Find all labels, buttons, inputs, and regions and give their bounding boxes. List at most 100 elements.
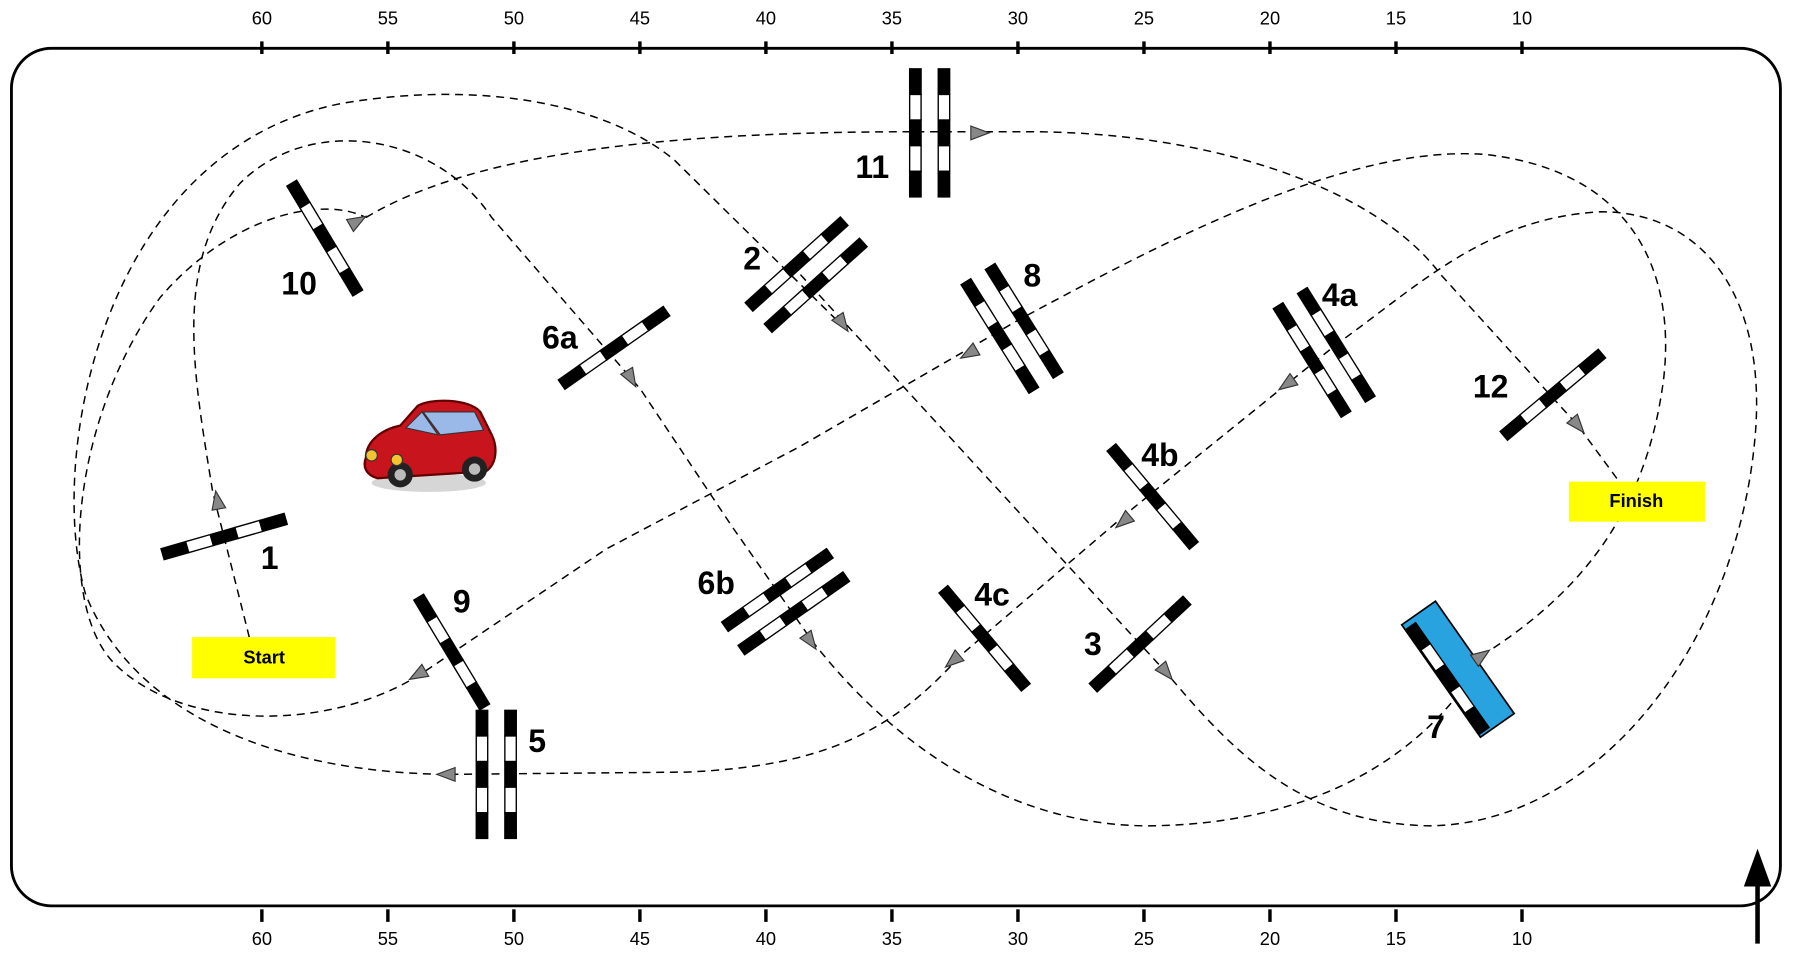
direction-arrow [345, 215, 368, 233]
gate-segment [804, 547, 835, 574]
gate-label: 7 [1427, 709, 1445, 745]
start-label: Start [243, 647, 285, 668]
gate-label: 2 [743, 240, 761, 276]
gate [1088, 595, 1192, 693]
gate [1106, 442, 1200, 551]
gate-segment [475, 709, 489, 737]
gate [160, 512, 289, 561]
gate-segment [908, 68, 922, 96]
direction-arrow [944, 649, 965, 669]
ruler-label: 55 [378, 8, 398, 29]
gate-segment [504, 786, 517, 814]
gate-segment [475, 735, 489, 763]
gate-segment [937, 93, 951, 121]
ruler-label: 50 [504, 8, 524, 29]
gate-label: 6a [542, 319, 578, 355]
gate-segment [937, 68, 951, 96]
gate-segment [1171, 521, 1200, 551]
ruler-label: 45 [630, 8, 650, 29]
gate-segment [1163, 595, 1192, 623]
gate [960, 262, 1064, 395]
car-icon [363, 399, 497, 492]
ruler-label: 10 [1512, 8, 1532, 29]
finish-box [1568, 481, 1705, 522]
gate-label: 12 [1473, 368, 1509, 404]
gate-segment [504, 735, 517, 763]
ruler-label: 40 [756, 8, 776, 29]
gate-segment [258, 512, 289, 533]
gate [744, 215, 869, 334]
gate [1499, 348, 1607, 442]
ruler-label: 20 [1260, 928, 1280, 949]
ruler-label: 30 [1008, 8, 1028, 29]
direction-arrow [970, 125, 991, 141]
ruler-label: 25 [1134, 928, 1154, 949]
gate-segment [504, 812, 517, 840]
gate-segment [1326, 388, 1352, 419]
gate-segment [338, 267, 364, 297]
direction-arrow [798, 629, 817, 651]
ruler-label: 25 [1134, 8, 1154, 29]
gate-segment [475, 786, 489, 814]
gate-segment [937, 170, 951, 198]
direction-arrow [959, 342, 981, 359]
gate-label: 4b [1141, 437, 1178, 473]
gate [475, 709, 517, 840]
ruler-label: 20 [1260, 8, 1280, 29]
ruler-label: 15 [1386, 8, 1406, 29]
ruler-label: 10 [1512, 928, 1532, 949]
ruler-label: 40 [756, 928, 776, 949]
gate-segment [1038, 349, 1064, 380]
gate [1405, 621, 1491, 736]
direction-arrow [435, 766, 456, 783]
gate-segment [475, 812, 489, 840]
gate-segment [839, 237, 869, 265]
ruler-label: 15 [1386, 928, 1406, 949]
gate [285, 179, 364, 297]
gate-label: 10 [281, 266, 317, 302]
direction-arrow [619, 366, 637, 389]
gate-segment [937, 145, 951, 172]
gate-segment [908, 119, 922, 147]
direction-arrow [211, 489, 227, 511]
gate-segment [1003, 663, 1032, 693]
north-arrow [1743, 848, 1772, 944]
gate-label: 5 [528, 723, 546, 759]
direction-arrow [1154, 660, 1174, 681]
ruler-label: 50 [504, 928, 524, 949]
start-box [192, 637, 336, 679]
gate [908, 68, 951, 198]
direction-arrow [1469, 649, 1491, 668]
course-border [10, 46, 1782, 908]
gate-segment [1577, 348, 1607, 376]
gate [412, 593, 491, 711]
ruler-label: 30 [1008, 928, 1028, 949]
ruler-label: 35 [882, 928, 902, 949]
gate-segment [504, 709, 517, 737]
gate-segment [504, 760, 517, 788]
ruler-label: 60 [252, 928, 272, 949]
gate [938, 584, 1032, 693]
gate-label: 1 [261, 540, 279, 576]
gate [1272, 286, 1377, 419]
ruler-label: 45 [630, 928, 650, 949]
direction-arrow [1277, 372, 1299, 391]
gate-segment [908, 170, 922, 198]
gate-segment [641, 305, 671, 332]
gate-label: 11 [855, 149, 889, 185]
gate-segment [475, 760, 489, 788]
gate [720, 547, 851, 656]
direction-arrow [830, 311, 849, 333]
ruler-label: 60 [252, 8, 272, 29]
direction-arrow [1114, 509, 1136, 529]
gate-segment [465, 681, 491, 711]
gate-label: 4a [1322, 277, 1358, 313]
gate-segment [908, 93, 922, 121]
direction-arrow [408, 663, 430, 681]
ruler-label: 55 [378, 928, 398, 949]
gate-segment [937, 119, 951, 147]
gate [557, 305, 671, 391]
ruler-label: 35 [882, 8, 902, 29]
